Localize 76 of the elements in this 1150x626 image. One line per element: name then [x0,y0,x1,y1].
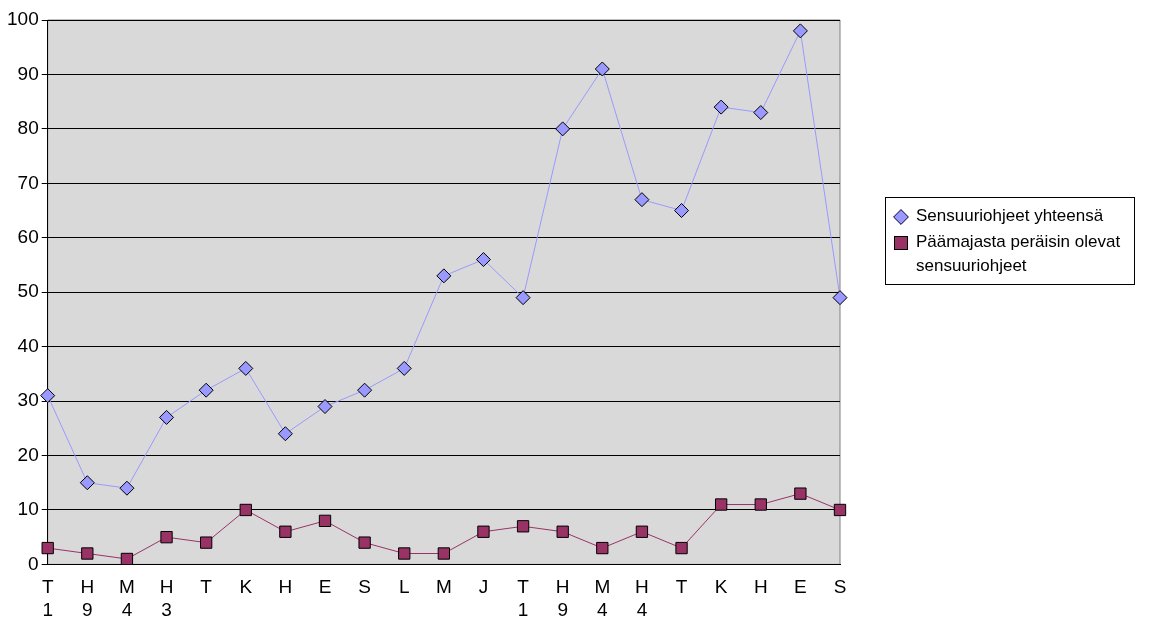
point [555,121,571,137]
x-tick-label: H 9 [80,576,95,620]
x-tick-label: M 4 [594,576,611,620]
point [675,541,688,555]
legend-label: Sensuuriohjeet yhteensä [916,205,1104,227]
x-tick-label: E [318,576,332,598]
y-tick-label: 70 [17,171,39,193]
point [277,426,293,442]
point [596,541,609,555]
x-tick-label: J [478,576,489,598]
x-tick-label: H 9 [555,576,570,620]
point [794,487,807,500]
point [159,409,175,425]
point [436,268,452,284]
point [556,525,569,538]
point [398,547,411,560]
point [753,105,769,121]
point [715,498,728,511]
point [713,99,729,115]
point [475,252,491,268]
x-tick-label: T 1 [41,576,54,620]
legend-label: Päämajasta peräisin olevat sensuuriohjeet [916,231,1122,277]
point [515,290,531,306]
y-tick-label: 10 [17,498,39,520]
x-tick-label: T [675,576,688,598]
y-tick-label: 0 [28,552,39,574]
point [119,480,135,496]
x-tick-label: H 4 [635,576,649,620]
point [674,203,690,219]
point [239,503,252,517]
x-tick-label: H [278,576,293,598]
x-tick-label: T [200,576,213,598]
point [396,360,412,376]
y-tick-label: 40 [17,334,39,356]
point [634,192,650,208]
y-tick-label: 90 [17,62,39,84]
point [41,541,54,555]
x-tick-label: L [398,576,410,598]
point [833,503,847,517]
point [318,514,332,528]
y-tick-label: 60 [17,225,39,247]
x-tick-label: T 1 [517,576,530,620]
point [40,388,56,404]
point [754,498,767,511]
point [594,61,610,77]
x-tick-label: H 3 [159,576,174,620]
y-tick-label: 80 [17,117,39,139]
x-tick-label: K [714,576,728,598]
x-tick-label: M 4 [119,576,135,620]
point [516,520,530,533]
point [357,382,373,398]
point [279,525,292,538]
point [477,525,490,538]
x-tick-label: H [753,576,768,598]
x-tick-label: S [833,576,847,598]
x-tick-label: K [239,576,253,598]
point [200,536,213,549]
point [79,475,95,491]
x-tick-label: S [358,576,371,598]
y-tick-label: 50 [17,280,39,302]
point [792,23,808,39]
point [81,547,94,560]
y-tick-label: 30 [17,389,39,411]
point [238,360,254,376]
point [120,552,134,565]
y-tick-label: 20 [17,443,39,465]
point [198,382,214,398]
point [317,399,333,415]
point [635,525,649,538]
x-tick-label: E [794,576,807,598]
point [160,531,173,544]
point [832,290,848,306]
point [437,547,451,560]
x-tick-label: M [435,576,452,598]
point [358,536,371,549]
y-tick-label: 100 [7,8,39,30]
